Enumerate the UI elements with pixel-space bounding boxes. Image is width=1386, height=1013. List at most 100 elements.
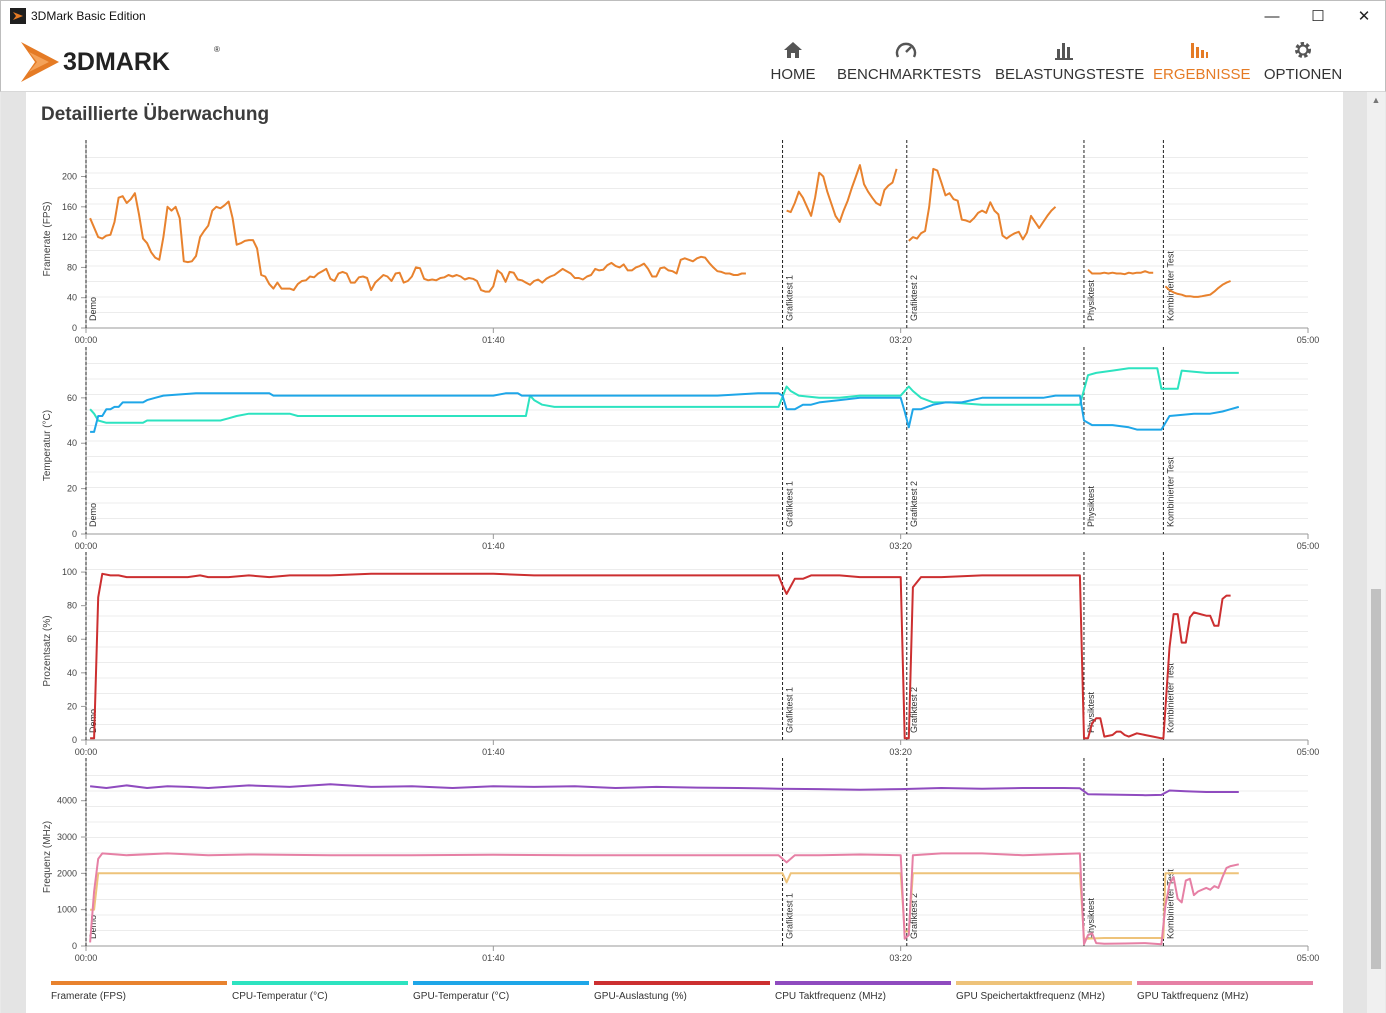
y-tick-label: 60	[67, 393, 77, 403]
close-icon: ✕	[1357, 8, 1371, 25]
y-tick-label: 3000	[57, 832, 77, 842]
nav-options[interactable]: OPTIONEN	[1263, 38, 1343, 88]
legend-label: GPU Taktfrequenz (MHz)	[1137, 991, 1249, 1002]
y-tick-label: 20	[67, 484, 77, 494]
y-tick-label: 120	[62, 232, 77, 242]
legend-swatch	[51, 981, 227, 985]
vertical-scrollbar[interactable]: ▲	[1367, 92, 1385, 1013]
test-marker-label: Physiktest	[1086, 897, 1096, 939]
series-line	[89, 367, 1239, 424]
y-tick-label: 0	[72, 941, 77, 951]
series-line	[90, 392, 1240, 433]
test-marker-label: Demo	[88, 915, 98, 939]
series-line	[89, 192, 746, 293]
y-tick-label: 0	[72, 529, 77, 539]
y-axis-label: Prozentsatz (%)	[42, 615, 53, 686]
legend-item: GPU Taktfrequenz (MHz)	[1137, 981, 1313, 1007]
x-tick-label: 03:20	[889, 747, 912, 757]
series-line	[89, 783, 1239, 797]
series-line	[1087, 268, 1154, 276]
y-tick-label: 40	[67, 293, 77, 303]
nav-label-benchmarks: BENCHMARKTESTS	[837, 66, 982, 83]
y-tick-label: 60	[67, 634, 77, 644]
minimize-button[interactable]: —	[1249, 1, 1295, 31]
series-line	[90, 872, 1239, 940]
nav-benchmarks[interactable]: BENCHMARKTESTS	[837, 38, 981, 88]
legend-label: GPU Speichertaktfrequenz (MHz)	[956, 991, 1105, 1002]
test-marker-label: Physiktest	[1086, 279, 1096, 321]
series-line	[908, 167, 1057, 242]
nav-label-results: ERGEBNISSE	[1153, 66, 1251, 83]
legend-swatch	[956, 981, 1132, 985]
bar-chart-icon	[1055, 43, 1073, 60]
x-tick-label: 00:00	[75, 335, 98, 345]
scroll-up-arrow-icon[interactable]: ▲	[1371, 95, 1381, 105]
x-tick-label: 03:20	[889, 953, 912, 963]
legend-label: GPU-Auslastung (%)	[594, 991, 687, 1002]
maximize-button[interactable]: ☐	[1295, 1, 1341, 31]
nav-label-stress: BELASTUNGSTESTE	[995, 66, 1145, 83]
x-tick-label: 05:00	[1297, 541, 1320, 551]
3dmark-logo[interactable]: 3DMARK ®	[19, 38, 229, 82]
window-title: 3DMark Basic Edition	[31, 9, 146, 23]
y-tick-label: 40	[67, 668, 77, 678]
test-marker-label: Grafiktest 1	[785, 893, 795, 939]
legend-swatch	[775, 981, 951, 985]
nav-stress[interactable]: BELASTUNGSTESTE	[995, 38, 1144, 88]
scroll-thumb[interactable]	[1371, 589, 1381, 969]
minimize-icon: —	[1264, 7, 1280, 25]
test-marker-label: Kombinierter Test	[1165, 457, 1175, 527]
series-line	[90, 572, 1231, 740]
x-tick-label: 01:40	[482, 335, 505, 345]
close-button[interactable]: ✕	[1341, 1, 1386, 31]
legend-label: Framerate (FPS)	[51, 991, 127, 1002]
x-tick-label: 00:00	[75, 953, 98, 963]
legend-swatch	[413, 981, 589, 985]
legend-item: CPU Taktfrequenz (MHz)	[775, 981, 951, 1007]
legend-item: Framerate (FPS)	[51, 981, 227, 1007]
test-marker-label: Kombinierter Test	[1165, 869, 1175, 939]
series-line	[1164, 280, 1231, 298]
legend-swatch	[594, 981, 770, 985]
legend-label: CPU-Temperatur (°C)	[232, 991, 328, 1002]
test-marker-label: Physiktest	[1086, 691, 1096, 733]
x-tick-label: 01:40	[482, 541, 505, 551]
nav-label-home: HOME	[770, 66, 816, 83]
x-tick-label: 05:00	[1297, 953, 1320, 963]
x-tick-label: 03:20	[889, 541, 912, 551]
y-tick-label: 0	[72, 735, 77, 745]
y-axis-label: Temperatur (°C)	[42, 410, 53, 481]
y-tick-label: 40	[67, 438, 77, 448]
legend-swatch	[232, 981, 408, 985]
app-icon	[10, 8, 26, 24]
test-marker-label: Demo	[88, 297, 98, 321]
x-tick-label: 00:00	[75, 747, 98, 757]
y-tick-label: 2000	[57, 868, 77, 878]
x-tick-label: 05:00	[1297, 335, 1320, 345]
test-marker-label: Demo	[88, 503, 98, 527]
y-axis-label: Framerate (FPS)	[42, 201, 53, 276]
legend-item: CPU-Temperatur (°C)	[232, 981, 408, 1007]
test-marker-label: Grafiktest 2	[909, 275, 919, 321]
page-title: Detaillierte Überwachung	[41, 104, 270, 125]
test-marker-label: Grafiktest 2	[909, 481, 919, 527]
legend-label: GPU-Temperatur (°C)	[413, 991, 510, 1002]
nav-results[interactable]: ERGEBNISSE	[1153, 38, 1251, 88]
y-tick-label: 1000	[57, 905, 77, 915]
home-icon	[784, 42, 802, 58]
test-marker-label: Physiktest	[1086, 485, 1096, 527]
maximize-icon: ☐	[1311, 8, 1325, 25]
y-tick-label: 200	[62, 172, 77, 182]
monitoring-panel: Detaillierte Überwachung 0 40 80 120 160 200 F…	[26, 92, 1343, 1013]
nav-home[interactable]: HOME	[765, 38, 821, 88]
window-titlebar: 3DMark Basic Edition — ☐ ✕	[0, 0, 1386, 30]
app-header: 3DMARK ® HOME BENCHMARKTESTS BELASTUNGST…	[0, 30, 1386, 92]
gear-icon	[1295, 42, 1311, 58]
y-tick-label: 80	[67, 601, 77, 611]
test-marker-label: Kombinierter Test	[1165, 251, 1175, 321]
test-marker-label: Grafiktest 1	[785, 687, 795, 733]
test-marker-label: Kombinierter Test	[1165, 663, 1175, 733]
test-marker-label: Grafiktest 2	[909, 687, 919, 733]
test-marker-label: Grafiktest 2	[909, 893, 919, 939]
